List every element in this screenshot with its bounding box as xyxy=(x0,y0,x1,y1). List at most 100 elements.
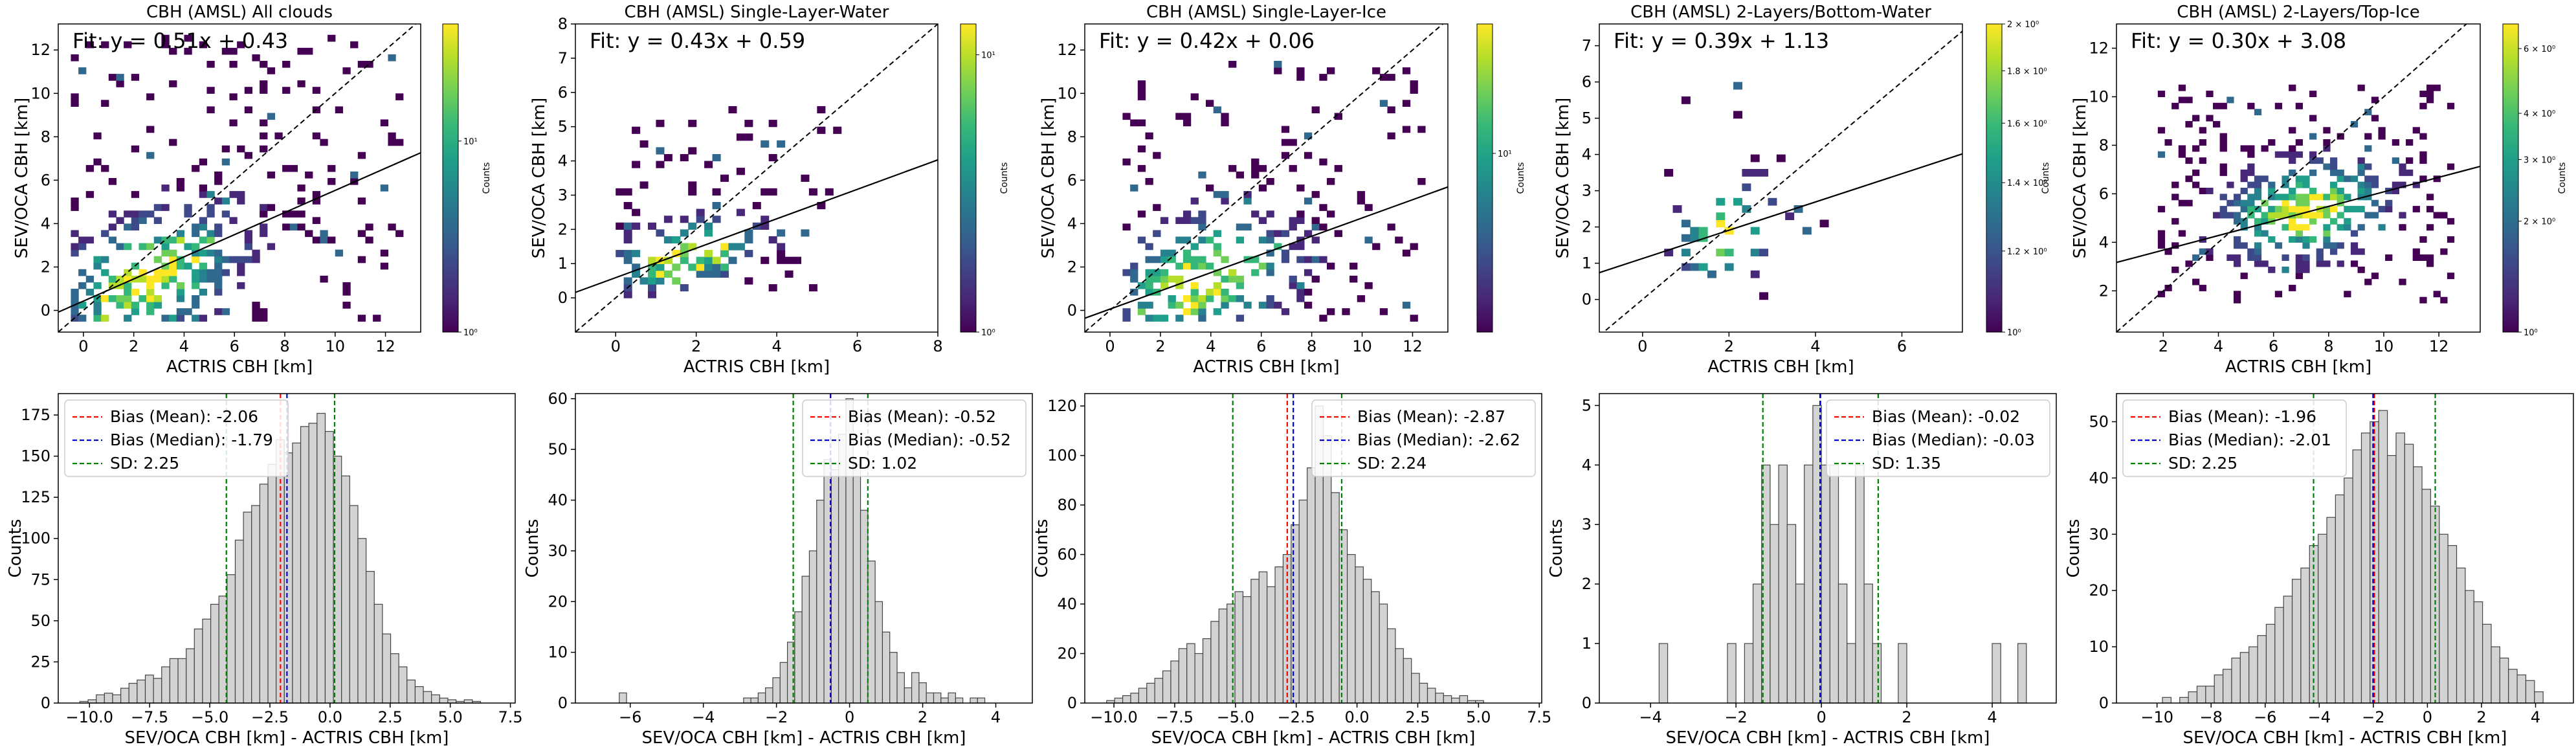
x-tick-label: −7.5 xyxy=(1156,708,1194,726)
density-cell xyxy=(623,291,632,298)
density-cell xyxy=(169,249,177,257)
density-cell xyxy=(184,308,192,315)
density-cell xyxy=(2233,199,2241,207)
density-cell xyxy=(199,249,208,257)
density-cell xyxy=(2378,133,2386,140)
density-cell xyxy=(663,270,672,278)
histogram-bar xyxy=(357,538,367,704)
histogram-bar xyxy=(1162,670,1171,704)
density-cell xyxy=(1213,282,1221,289)
density-cell xyxy=(1296,74,1305,81)
density-cell xyxy=(1258,164,1267,172)
density-cell xyxy=(1387,223,1395,231)
density-cell xyxy=(1137,119,1146,127)
density-cell xyxy=(632,208,641,216)
x-tick-label: 10 xyxy=(1352,337,1372,355)
density-cell xyxy=(1122,158,1131,166)
density-cell xyxy=(176,178,185,185)
density-cell xyxy=(71,54,79,61)
density-cell xyxy=(221,269,230,276)
density-cell xyxy=(793,256,802,264)
density-cell xyxy=(623,229,632,237)
density-cell xyxy=(2185,96,2193,104)
histogram-bar xyxy=(1227,603,1236,704)
density-cell xyxy=(1130,275,1138,283)
density-cell xyxy=(761,222,770,230)
histogram-bar xyxy=(2188,691,2198,704)
density-cell xyxy=(2185,175,2193,183)
density-cell xyxy=(2295,199,2303,207)
density-cell xyxy=(2192,254,2200,262)
histogram-bar xyxy=(955,697,964,704)
density-cell xyxy=(192,295,200,302)
density-cell xyxy=(1733,197,1742,206)
histogram-bar xyxy=(2248,646,2258,704)
histogram-bar xyxy=(2447,545,2458,704)
density-cell xyxy=(2316,248,2324,255)
x-tick-label: −2.5 xyxy=(1278,708,1315,726)
density-cell xyxy=(71,249,79,257)
density-cell xyxy=(2185,157,2193,164)
y-tick-label: 75 xyxy=(30,570,50,588)
density-cell xyxy=(2178,84,2186,91)
density-cell xyxy=(124,275,132,283)
density-cell xyxy=(2412,127,2420,134)
density-cell xyxy=(1213,249,1221,257)
density-cell xyxy=(108,223,117,231)
density-cell xyxy=(1410,315,1418,322)
histogram-bar xyxy=(1872,643,1882,704)
density-cell xyxy=(2433,84,2441,91)
density-cell xyxy=(2329,157,2338,164)
density-cell xyxy=(221,308,230,315)
density-cell xyxy=(2247,212,2255,219)
x-tick-label: 0 xyxy=(1638,337,1647,355)
density-cell xyxy=(2357,266,2365,273)
density-cell xyxy=(199,262,208,270)
histogram-bar xyxy=(1727,643,1737,704)
density-cell xyxy=(1198,223,1206,231)
density-cell xyxy=(2364,145,2372,152)
histogram-bar xyxy=(373,603,383,704)
density-cell xyxy=(2295,194,2303,201)
density-cell xyxy=(2261,230,2269,237)
density-cell xyxy=(101,295,109,302)
density-cell xyxy=(1137,308,1146,315)
density-cell xyxy=(357,230,366,238)
density-cell xyxy=(1327,262,1335,270)
density-cell xyxy=(1387,132,1395,140)
density-cell xyxy=(1190,282,1199,289)
x-tick-label: 2.5 xyxy=(1405,708,1430,726)
density-cell xyxy=(1221,191,1229,198)
y-tick-label: 8 xyxy=(1067,128,1077,146)
density-cell xyxy=(632,222,641,230)
y-tick-label: 0 xyxy=(558,289,568,307)
density-cell xyxy=(297,210,305,218)
density-cell xyxy=(71,100,79,107)
density-cell xyxy=(229,60,238,68)
density-cell xyxy=(777,256,786,264)
density-cell xyxy=(2185,120,2193,128)
density-cell xyxy=(2219,102,2227,109)
density-cell xyxy=(328,34,336,42)
histogram-bar xyxy=(1795,583,1805,704)
density-cell xyxy=(320,275,328,283)
density-cell xyxy=(2323,139,2331,146)
density-cell xyxy=(1349,262,1358,270)
identity-line xyxy=(2116,24,2468,332)
density-cell xyxy=(1417,178,1426,185)
density-cell xyxy=(1137,210,1146,218)
y-tick-label: 125 xyxy=(21,488,50,506)
density-cell xyxy=(161,269,170,276)
y-tick-label: 10 xyxy=(30,84,50,102)
density-cell xyxy=(2295,224,2303,231)
x-tick-label: 4 xyxy=(1206,337,1216,355)
density-cell xyxy=(2419,91,2427,98)
density-cell xyxy=(252,54,260,61)
density-cell xyxy=(2385,206,2393,213)
histogram-bar xyxy=(398,666,408,704)
density-cell xyxy=(2323,206,2331,213)
density-cell xyxy=(2371,96,2379,104)
density-cell xyxy=(124,282,132,289)
density-cell xyxy=(221,210,230,218)
density-cell xyxy=(395,230,404,238)
